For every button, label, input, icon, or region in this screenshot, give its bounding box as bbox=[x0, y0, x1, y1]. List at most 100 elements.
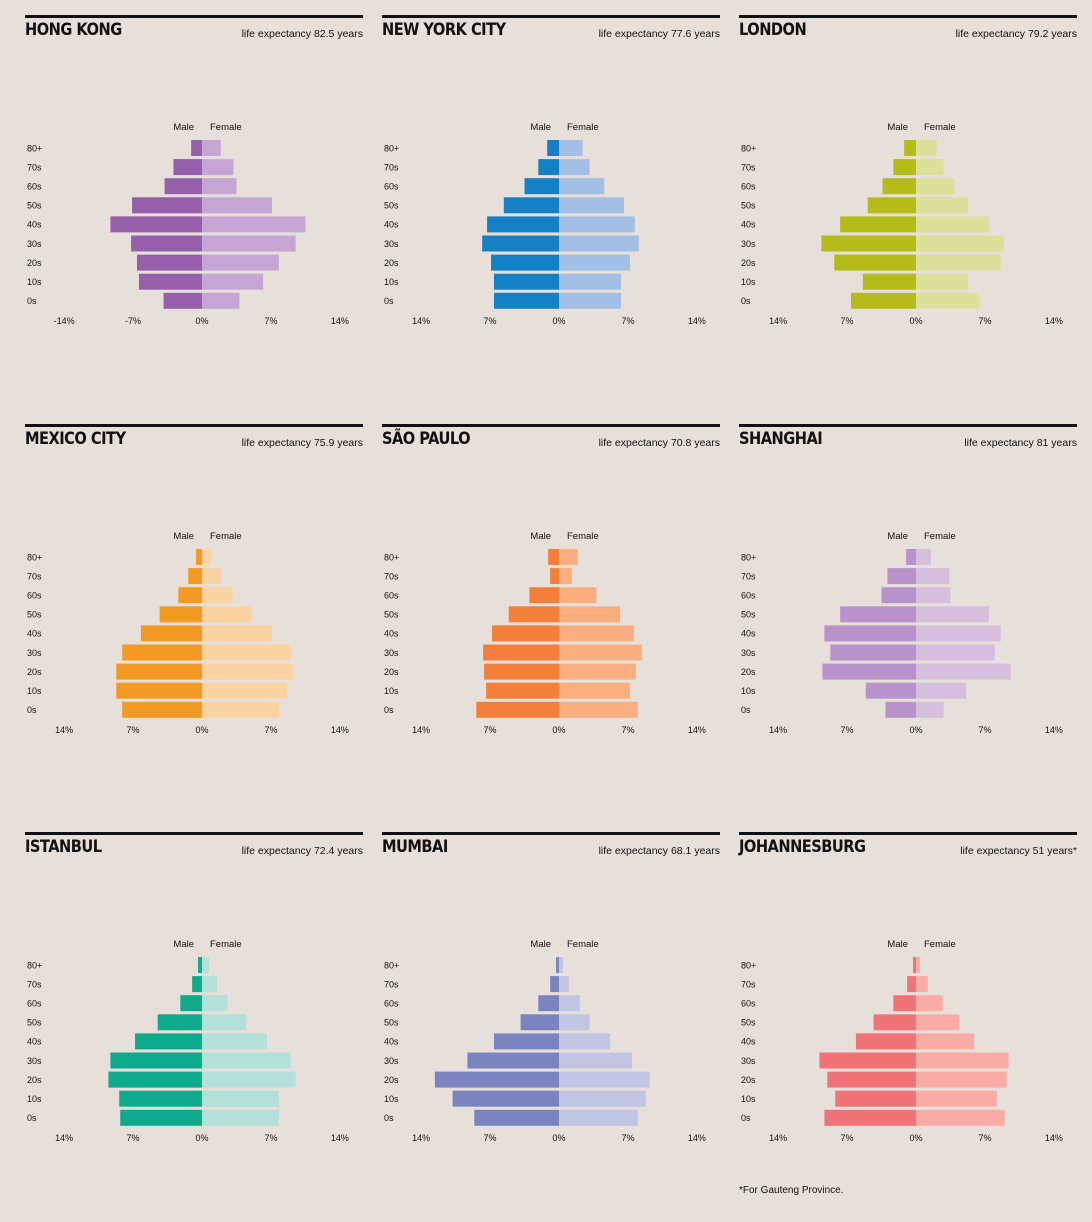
life-expectancy-label: life expectancy 75.9 years bbox=[241, 437, 363, 449]
age-label: 0s bbox=[27, 1113, 37, 1123]
male-bar-0s bbox=[885, 701, 916, 718]
female-bar-60s bbox=[202, 178, 237, 195]
male-bar-40s bbox=[840, 216, 916, 233]
female-bar-20s bbox=[202, 254, 279, 271]
panel-rule bbox=[382, 832, 720, 835]
age-label: 10s bbox=[384, 277, 399, 287]
age-label: 30s bbox=[384, 648, 399, 658]
x-tick-label: 0% bbox=[195, 316, 208, 326]
male-bar-60s bbox=[882, 178, 916, 195]
legend-female: Female bbox=[924, 939, 956, 950]
age-label: 80+ bbox=[27, 143, 42, 153]
female-bar-20s bbox=[559, 254, 630, 271]
female-bar-0s bbox=[916, 292, 980, 309]
age-label: 30s bbox=[741, 239, 756, 249]
female-bar-40s bbox=[202, 216, 306, 233]
legend-male: Male bbox=[173, 531, 194, 542]
male-bar-40s bbox=[487, 216, 559, 233]
age-label: 50s bbox=[27, 610, 42, 620]
age-label: 20s bbox=[741, 1075, 756, 1085]
x-tick-label: 7% bbox=[127, 725, 140, 735]
panel-johannesburg: JOHANNESBURG life expectancy 51 years* Mal… bbox=[739, 832, 1077, 1222]
age-label: 60s bbox=[741, 591, 756, 601]
pyramid-chart-johannesburg: Male Female 0s 10s 20s 30s 40s 50s 60s 70s 80+ 14% 7… bbox=[741, 939, 1063, 1143]
age-label: 80+ bbox=[741, 552, 756, 562]
panel-shanghai: SHANGHAI life expectancy 81 years Male Fema… bbox=[739, 424, 1077, 814]
life-expectancy-label: life expectancy 68.1 years bbox=[598, 845, 720, 857]
male-bar-50s bbox=[157, 1014, 202, 1031]
age-label: 50s bbox=[741, 1018, 756, 1028]
x-tick-label: 0% bbox=[552, 725, 565, 735]
age-label: 50s bbox=[27, 1018, 42, 1028]
female-bar-60s bbox=[202, 587, 233, 604]
male-bar-20s bbox=[434, 1071, 559, 1088]
male-bar-70s bbox=[550, 568, 559, 585]
age-label: 20s bbox=[384, 258, 399, 268]
female-bar-60s bbox=[559, 178, 605, 195]
age-label: 40s bbox=[741, 1037, 756, 1047]
x-tick-label: 14% bbox=[688, 725, 706, 735]
pyramid-chart-new-york-city: Male Female 0s 10s 20s 30s 40s 50s 60s 70s 80+ 14% 7… bbox=[384, 122, 706, 326]
age-label: 10s bbox=[27, 1094, 42, 1104]
male-bar-80 bbox=[191, 140, 202, 156]
female-bar-50s bbox=[202, 1014, 247, 1031]
male-bar-20s bbox=[108, 1071, 202, 1088]
x-tick-label: 7% bbox=[484, 316, 497, 326]
age-label: 40s bbox=[27, 1037, 42, 1047]
city-title: JOHANNESBURG bbox=[739, 837, 866, 857]
age-label: 0s bbox=[384, 296, 394, 306]
x-tick-label: 14% bbox=[769, 1133, 787, 1143]
legend-female: Female bbox=[567, 939, 599, 950]
male-bar-10s bbox=[862, 273, 916, 290]
age-label: 0s bbox=[27, 296, 37, 306]
life-expectancy-label: life expectancy 81 years bbox=[964, 437, 1077, 449]
age-label: 80+ bbox=[384, 143, 399, 153]
city-title: MUMBAI bbox=[382, 837, 448, 857]
male-bar-70s bbox=[907, 976, 916, 993]
female-bar-10s bbox=[202, 682, 287, 699]
male-bar-0s bbox=[163, 292, 202, 309]
city-title: ISTANBUL bbox=[25, 837, 102, 857]
female-bar-80 bbox=[202, 549, 211, 565]
female-bar-30s bbox=[916, 1052, 1009, 1069]
x-tick-label: 0% bbox=[909, 316, 922, 326]
female-bar-20s bbox=[559, 1071, 650, 1088]
x-tick-label: 7% bbox=[264, 1133, 277, 1143]
female-bar-0s bbox=[916, 701, 944, 718]
female-bar-10s bbox=[916, 682, 967, 699]
female-bar-10s bbox=[202, 1090, 279, 1107]
age-label: 40s bbox=[384, 629, 399, 639]
age-label: 70s bbox=[27, 571, 42, 581]
x-tick-label: 14% bbox=[55, 1133, 73, 1143]
male-bar-30s bbox=[110, 1052, 202, 1069]
male-bar-70s bbox=[192, 976, 202, 993]
panel-rule bbox=[382, 15, 720, 18]
female-bar-50s bbox=[202, 197, 272, 214]
x-tick-label: 0% bbox=[552, 1133, 565, 1143]
legend-female: Female bbox=[567, 122, 599, 133]
female-bar-30s bbox=[202, 235, 296, 252]
female-bar-80 bbox=[202, 957, 209, 973]
male-bar-40s bbox=[110, 216, 202, 233]
female-bar-30s bbox=[916, 235, 1004, 252]
x-tick-label: 14% bbox=[688, 316, 706, 326]
female-bar-40s bbox=[559, 216, 635, 233]
x-tick-label: 7% bbox=[621, 725, 634, 735]
age-label: 20s bbox=[384, 1075, 399, 1085]
x-tick-label: 14% bbox=[769, 725, 787, 735]
x-tick-label: 7% bbox=[621, 1133, 634, 1143]
age-label: 0s bbox=[741, 296, 751, 306]
male-bar-60s bbox=[881, 587, 916, 604]
male-bar-0s bbox=[474, 1109, 559, 1126]
female-bar-40s bbox=[559, 1033, 611, 1050]
male-bar-10s bbox=[452, 1090, 559, 1107]
male-bar-70s bbox=[188, 568, 202, 585]
male-bar-0s bbox=[824, 1109, 916, 1126]
female-bar-10s bbox=[559, 1090, 646, 1107]
female-bar-60s bbox=[916, 587, 951, 604]
male-bar-70s bbox=[538, 159, 559, 176]
panel-rule bbox=[739, 424, 1077, 427]
female-bar-80 bbox=[916, 957, 920, 973]
age-label: 20s bbox=[741, 258, 756, 268]
female-bar-70s bbox=[916, 159, 944, 176]
